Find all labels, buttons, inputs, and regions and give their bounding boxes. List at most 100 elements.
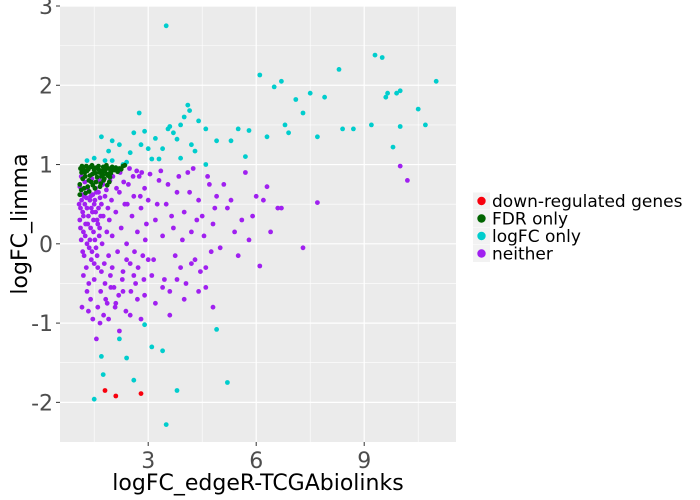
point-neither [106, 253, 111, 259]
point-neither [113, 300, 119, 306]
point-neither [125, 182, 131, 187]
point-neither [94, 336, 99, 342]
point-logfc-only [185, 102, 191, 108]
point-neither [187, 189, 193, 195]
point-logfc-only [131, 130, 137, 136]
point-neither [264, 184, 270, 190]
point-neither [127, 166, 132, 171]
point-fdr-only [78, 187, 84, 193]
point-fdr-only [97, 184, 103, 190]
point-neither [183, 281, 189, 286]
point-down-regulated-genes [102, 388, 108, 393]
legend-swatch [477, 196, 486, 206]
point-neither [205, 174, 211, 179]
point-fdr-only [100, 172, 106, 178]
point-neither [141, 277, 147, 282]
point-neither [115, 249, 120, 255]
data-points [76, 23, 439, 427]
point-logfc-only [279, 78, 284, 84]
point-neither [120, 289, 126, 294]
x-tick-label: 6 [249, 449, 263, 474]
point-neither [138, 316, 144, 322]
point-fdr-only [90, 182, 96, 188]
y-axis-ticks: -2 -1 0 1 2 3 [31, 0, 60, 416]
point-logfc-only [100, 372, 106, 377]
point-neither [196, 197, 202, 203]
point-neither [142, 237, 148, 243]
point-neither [163, 201, 169, 207]
point-logfc-only [142, 322, 148, 328]
point-neither [134, 168, 140, 174]
point-neither [174, 277, 180, 282]
point-neither [174, 189, 180, 195]
point-logfc-only [369, 122, 374, 128]
point-neither [181, 209, 187, 215]
point-neither [82, 201, 88, 207]
point-logfc-only [124, 355, 129, 361]
point-neither [151, 257, 157, 263]
point-fdr-only [93, 170, 98, 176]
point-logfc-only [372, 52, 378, 58]
point-logfc-only [228, 138, 234, 144]
y-tick-label: 0 [39, 233, 53, 258]
point-neither [91, 261, 97, 266]
point-neither [132, 249, 137, 255]
point-neither [120, 269, 126, 274]
point-neither [169, 213, 175, 219]
point-neither [172, 253, 178, 259]
point-neither [91, 201, 97, 207]
point-neither [397, 163, 403, 169]
point-neither [121, 179, 127, 185]
y-tick-label: 3 [39, 0, 53, 20]
point-logfc-only [379, 55, 385, 60]
point-neither [99, 241, 105, 247]
point-fdr-only [83, 190, 88, 196]
point-logfc-only [203, 162, 209, 167]
point-logfc-only [423, 122, 428, 128]
point-neither [217, 245, 223, 251]
point-neither [109, 265, 115, 270]
point-down-regulated-genes [113, 393, 119, 399]
point-neither [86, 245, 92, 251]
point-neither [95, 265, 101, 270]
point-neither [76, 201, 82, 207]
point-neither [138, 205, 144, 211]
point-neither [81, 213, 86, 219]
point-logfc-only [315, 134, 320, 140]
point-neither [86, 213, 91, 219]
point-neither [83, 195, 89, 201]
point-logfc-only [415, 106, 421, 112]
point-neither [131, 273, 137, 278]
plot-panel [60, 6, 456, 442]
point-logfc-only [163, 422, 169, 427]
point-neither [108, 273, 113, 278]
point-neither [153, 217, 158, 223]
point-logfc-only [214, 327, 220, 332]
point-neither [96, 205, 101, 211]
point-neither [88, 205, 94, 211]
point-neither [94, 253, 100, 259]
point-neither [162, 277, 167, 282]
point-neither [117, 328, 122, 334]
point-neither [239, 217, 245, 223]
point-neither [198, 269, 203, 274]
point-neither [189, 229, 194, 235]
point-neither [279, 205, 284, 211]
point-logfc-only [136, 110, 142, 116]
point-neither [84, 289, 90, 294]
point-neither [257, 263, 263, 269]
point-neither [160, 233, 166, 239]
point-fdr-only [108, 170, 114, 176]
point-neither [101, 261, 107, 266]
point-neither [156, 178, 162, 183]
point-neither [102, 281, 108, 286]
point-neither [124, 241, 129, 247]
point-neither [87, 237, 93, 243]
point-neither [78, 225, 83, 231]
point-logfc-only [142, 128, 148, 134]
point-neither [77, 217, 83, 223]
point-neither [300, 245, 306, 251]
point-neither [203, 265, 209, 270]
point-neither [149, 273, 155, 278]
